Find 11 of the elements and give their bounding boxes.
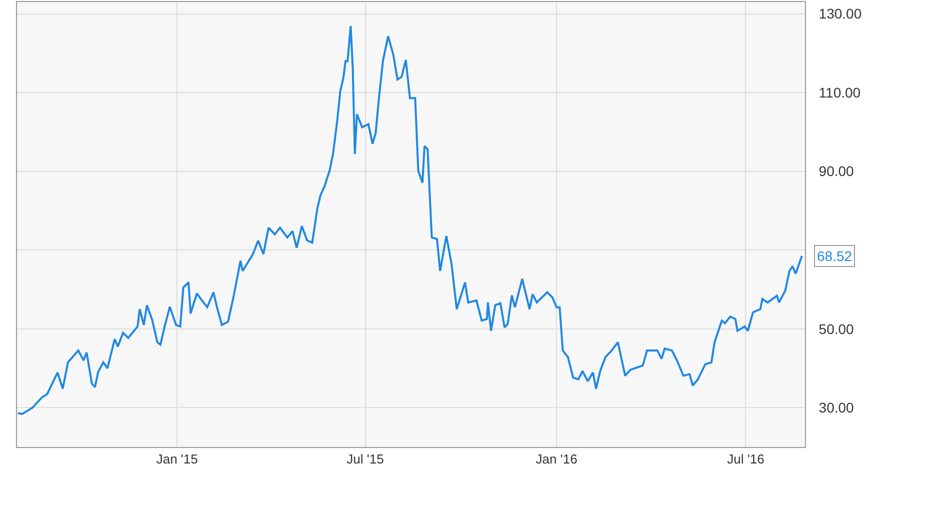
y-tick-label: 110.00 xyxy=(818,84,861,100)
y-tick-label: 50.00 xyxy=(818,320,854,337)
annotation: 68.52 xyxy=(817,248,852,264)
y-tick-label: 30.00 xyxy=(818,400,854,416)
x-tick-label: Jan '15 xyxy=(156,452,198,467)
x-tick-label: Jan '16 xyxy=(536,452,578,467)
y-tick-label: 90.00 xyxy=(818,163,854,180)
x-tick-label: Jul '15 xyxy=(346,452,384,467)
line-series xyxy=(17,25,803,415)
y-tick-label: 130.00 xyxy=(818,6,862,22)
x-tick-label: Jul '16 xyxy=(727,452,764,467)
